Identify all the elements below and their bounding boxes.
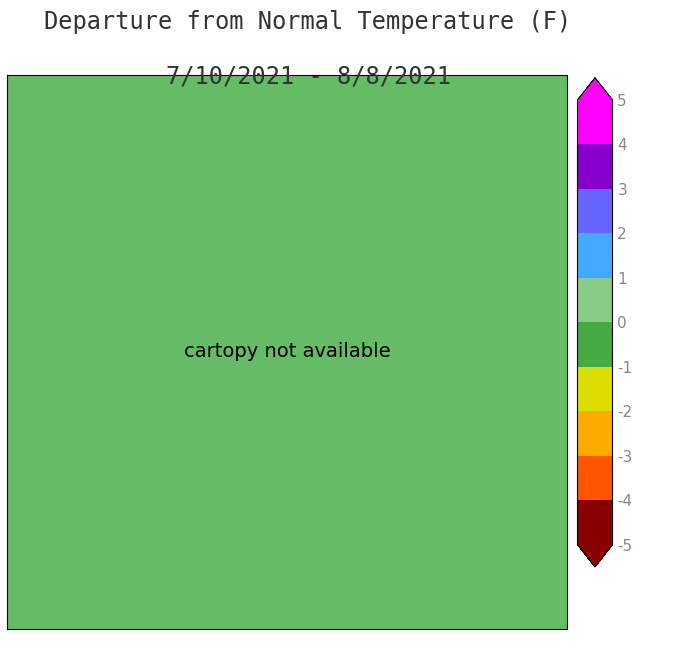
- Text: 7/10/2021 - 8/8/2021: 7/10/2021 - 8/8/2021: [165, 65, 451, 89]
- Text: cartopy not available: cartopy not available: [183, 342, 391, 361]
- PathPatch shape: [578, 545, 612, 567]
- Text: Departure from Normal Temperature (F): Departure from Normal Temperature (F): [44, 10, 572, 34]
- PathPatch shape: [578, 78, 612, 100]
